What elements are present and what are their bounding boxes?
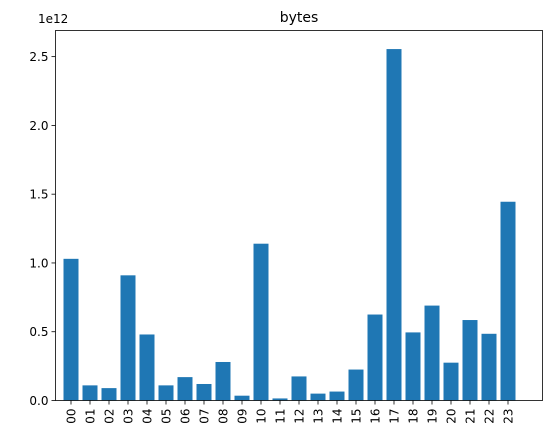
x-tick-label: 12 xyxy=(293,409,307,424)
bar-14 xyxy=(329,391,345,401)
x-tick-label: 10 xyxy=(255,409,269,424)
bar-02 xyxy=(101,388,117,401)
x-tick-label: 17 xyxy=(388,409,402,424)
bar-07 xyxy=(196,383,212,401)
bar-08 xyxy=(215,361,231,401)
y-tick-label: 1.0 xyxy=(29,256,48,270)
x-tick-label: 23 xyxy=(502,409,516,424)
bar-09 xyxy=(234,395,250,401)
bar-16 xyxy=(367,314,383,401)
bar-04 xyxy=(139,334,155,401)
x-tick-label: 07 xyxy=(198,409,212,424)
bar-06 xyxy=(177,377,193,401)
y-tick-label: 0.0 xyxy=(29,394,48,408)
x-tick-label: 20 xyxy=(445,409,459,424)
x-tick-label: 21 xyxy=(464,409,478,424)
x-tick-label: 14 xyxy=(331,409,345,424)
bar-21 xyxy=(462,320,478,401)
x-tick-label: 02 xyxy=(103,409,117,424)
y-tick-label: 2.5 xyxy=(29,50,48,64)
bar-18 xyxy=(405,332,421,401)
bar-17 xyxy=(386,49,402,401)
bar-00 xyxy=(63,258,79,401)
bar-11 xyxy=(272,398,288,401)
bars-group xyxy=(63,49,516,401)
bar-03 xyxy=(120,275,136,401)
bar-20 xyxy=(443,362,459,401)
x-axis-ticks: 00 01 02 03 04 05 06 07 08 09 10 11 12 13 14 15 16 17 18 19… xyxy=(65,400,516,424)
bar-13 xyxy=(310,393,326,401)
bar-15 xyxy=(348,369,364,401)
y-tick-label: 2.0 xyxy=(29,119,48,133)
x-tick-label: 09 xyxy=(236,409,250,424)
y-tick-label: 1.5 xyxy=(29,188,48,202)
y-offset-label: 1e12 xyxy=(38,12,68,26)
x-tick-label: 01 xyxy=(84,409,98,424)
x-tick-label: 15 xyxy=(350,409,364,424)
y-tick-label: 0.5 xyxy=(29,325,48,339)
x-tick-label: 00 xyxy=(65,409,79,424)
x-tick-label: 05 xyxy=(160,409,174,424)
x-tick-label: 18 xyxy=(407,409,421,424)
x-tick-label: 04 xyxy=(141,409,155,424)
x-tick-label: 16 xyxy=(369,409,383,424)
bar-23 xyxy=(500,201,516,401)
chart-title: bytes xyxy=(280,10,319,26)
y-axis-ticks: 0.0 0.5 1.0 1.5 2.0 2.5 xyxy=(29,50,56,408)
bar-01 xyxy=(82,385,98,401)
bar-10 xyxy=(253,243,269,401)
x-tick-label: 13 xyxy=(312,409,326,424)
x-tick-label: 08 xyxy=(217,409,231,424)
x-tick-label: 11 xyxy=(274,409,288,424)
x-tick-label: 22 xyxy=(483,409,497,424)
bar-05 xyxy=(158,385,174,401)
plot-frame xyxy=(55,30,543,401)
x-tick-label: 03 xyxy=(122,409,136,424)
bar-19 xyxy=(424,305,440,401)
x-tick-label: 06 xyxy=(179,409,193,424)
x-tick-label: 19 xyxy=(426,409,440,424)
bar-12 xyxy=(291,376,307,401)
bar-22 xyxy=(481,333,497,401)
